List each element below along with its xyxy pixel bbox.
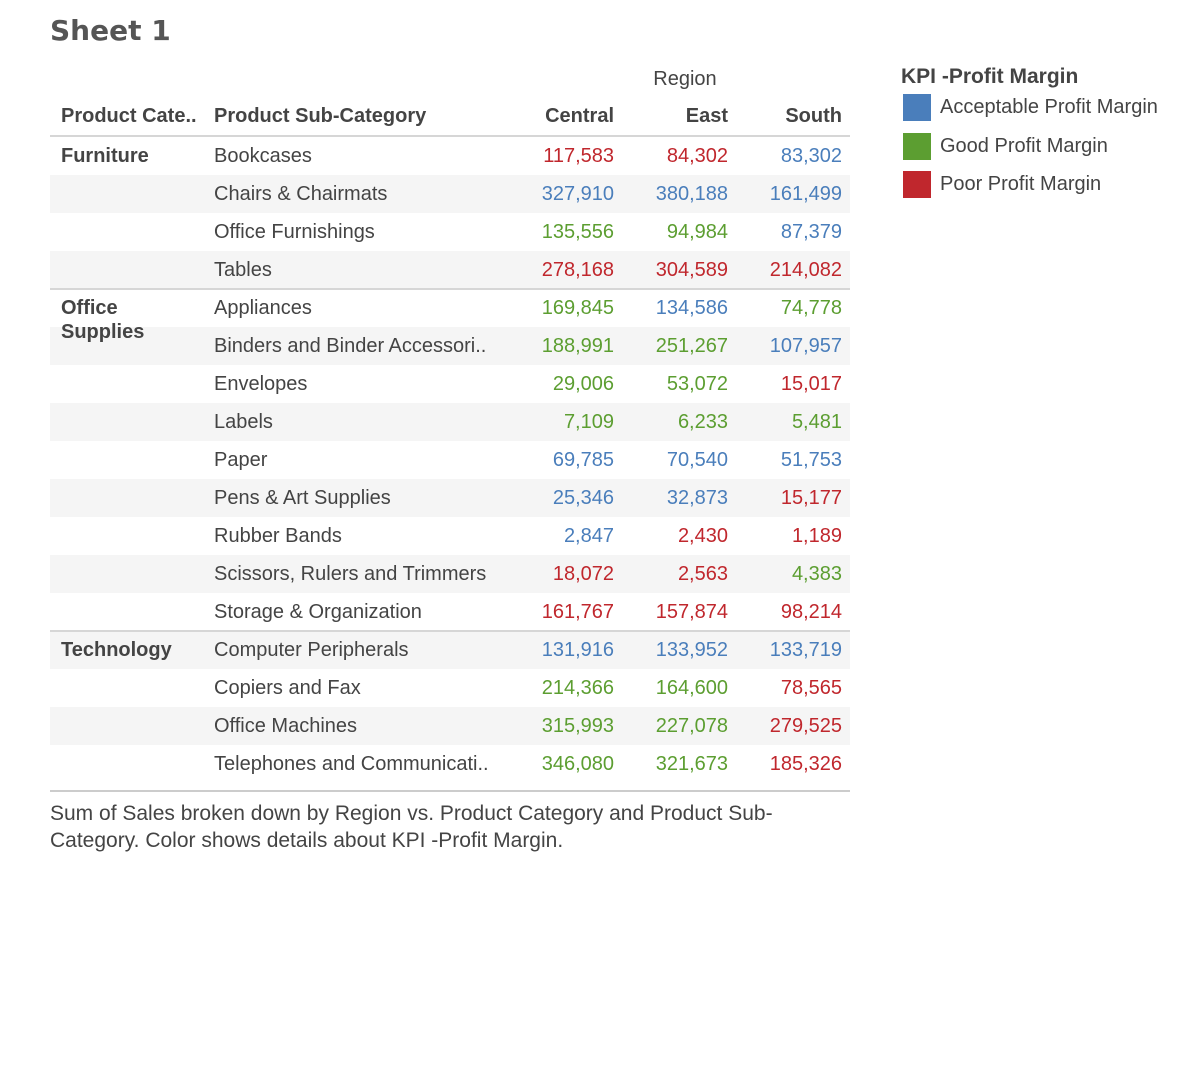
sales-value-east[interactable]: 304,589: [655, 259, 728, 281]
table-bottom-rule: [50, 790, 850, 792]
subcategory-label[interactable]: Bookcases: [214, 145, 312, 167]
sales-value-east[interactable]: 53,072: [666, 373, 728, 395]
sales-value-east[interactable]: 70,540: [666, 449, 728, 471]
sales-value-south[interactable]: 1,189: [791, 525, 842, 547]
region-header-south[interactable]: South: [785, 105, 842, 127]
row-band: [50, 555, 850, 593]
sales-value-central[interactable]: 188,991: [541, 335, 614, 357]
sales-value-east[interactable]: 133,952: [655, 639, 728, 661]
sales-value-central[interactable]: 327,910: [541, 183, 614, 205]
sales-value-central[interactable]: 29,006: [552, 373, 614, 395]
subcategory-label[interactable]: Scissors, Rulers and Trimmers: [214, 563, 487, 585]
row-band: [50, 403, 850, 441]
sales-value-central[interactable]: 315,993: [541, 715, 614, 737]
region-column-group-header: Region: [653, 68, 717, 90]
row-band: [50, 479, 850, 517]
sales-value-south[interactable]: 133,719: [769, 639, 842, 661]
sales-value-east[interactable]: 32,873: [666, 487, 728, 509]
row-band: [50, 175, 850, 213]
subcategory-label[interactable]: Storage & Organization: [214, 601, 422, 623]
subcategory-label[interactable]: Envelopes: [214, 373, 308, 395]
sales-value-south[interactable]: 214,082: [769, 259, 842, 281]
sales-value-south[interactable]: 87,379: [780, 221, 842, 243]
sales-value-central[interactable]: 7,109: [563, 411, 614, 433]
subcategory-label[interactable]: Binders and Binder Accessori..: [214, 335, 487, 357]
row-band: [50, 327, 850, 365]
subcategory-label[interactable]: Paper: [214, 449, 268, 471]
legend-swatch-acceptable: [903, 94, 931, 121]
category-divider: [50, 288, 850, 290]
sales-value-east[interactable]: 6,233: [677, 411, 728, 433]
sheet-title: Sheet 1: [50, 14, 171, 47]
sales-value-central[interactable]: 161,767: [541, 601, 614, 623]
subcategory-label[interactable]: Chairs & Chairmats: [214, 183, 388, 205]
sales-value-south[interactable]: 98,214: [780, 601, 842, 623]
sales-value-south[interactable]: 5,481: [791, 411, 842, 433]
sales-value-central[interactable]: 18,072: [552, 563, 614, 585]
sales-value-central[interactable]: 278,168: [541, 259, 614, 281]
sales-value-central[interactable]: 214,366: [541, 677, 614, 699]
sales-value-central[interactable]: 131,916: [541, 639, 614, 661]
sales-value-east[interactable]: 157,874: [655, 601, 728, 623]
subcategory-label[interactable]: Labels: [214, 411, 273, 433]
legend-title: KPI -Profit Margin: [901, 65, 1079, 88]
subcategory-label[interactable]: Telephones and Communicati..: [214, 753, 489, 775]
sales-value-south[interactable]: 4,383: [791, 563, 842, 585]
sales-value-east[interactable]: 321,673: [655, 753, 728, 775]
subcategory-label[interactable]: Computer Peripherals: [214, 639, 409, 661]
region-header-central[interactable]: Central: [545, 105, 614, 127]
subcategory-label[interactable]: Office Machines: [214, 715, 358, 737]
subcategory-label[interactable]: Tables: [214, 259, 272, 281]
product-subcategory-header[interactable]: Product Sub-Category: [214, 105, 427, 127]
sales-value-east[interactable]: 94,984: [666, 221, 728, 243]
category-divider: [50, 630, 850, 632]
category-label[interactable]: Office Supplies: [61, 297, 145, 343]
sales-value-east[interactable]: 2,430: [677, 525, 728, 547]
sales-value-east[interactable]: 84,302: [666, 145, 728, 167]
product-category-header[interactable]: Product Cate..: [61, 105, 197, 127]
sales-value-east[interactable]: 134,586: [655, 297, 728, 319]
sales-value-south[interactable]: 161,499: [769, 183, 842, 205]
subcategory-label[interactable]: Pens & Art Supplies: [214, 487, 391, 509]
region-header-east[interactable]: East: [685, 105, 728, 127]
sales-value-central[interactable]: 135,556: [541, 221, 614, 243]
sales-value-south[interactable]: 74,778: [780, 297, 842, 319]
sales-value-south[interactable]: 78,565: [780, 677, 842, 699]
row-band: [50, 707, 850, 745]
header-divider: [50, 135, 850, 137]
sales-value-central[interactable]: 346,080: [541, 753, 614, 775]
sales-value-south[interactable]: 15,017: [780, 373, 842, 395]
sales-value-east[interactable]: 380,188: [655, 183, 728, 205]
sales-value-south[interactable]: 279,525: [769, 715, 842, 737]
sales-value-central[interactable]: 2,847: [563, 525, 614, 547]
row-band: [50, 251, 850, 289]
sales-value-east[interactable]: 164,600: [655, 677, 728, 699]
sales-value-central[interactable]: 169,845: [541, 297, 614, 319]
legend-label-good: Good Profit Margin: [940, 135, 1108, 157]
category-label[interactable]: Furniture: [61, 145, 149, 167]
subcategory-label[interactable]: Office Furnishings: [214, 221, 375, 243]
sales-value-south[interactable]: 185,326: [769, 753, 842, 775]
sales-value-east[interactable]: 2,563: [677, 563, 728, 585]
sheet-caption: Sum of Sales broken down by Region vs. P…: [50, 802, 773, 852]
sales-value-south[interactable]: 51,753: [780, 449, 842, 471]
row-band: [50, 631, 850, 669]
legend-swatch-poor: [903, 171, 931, 198]
category-label[interactable]: Technology: [61, 639, 172, 661]
sales-value-south[interactable]: 107,957: [769, 335, 842, 357]
sales-value-south[interactable]: 83,302: [780, 145, 842, 167]
subcategory-label[interactable]: Appliances: [214, 297, 312, 319]
sales-value-south[interactable]: 15,177: [780, 487, 842, 509]
sales-value-central[interactable]: 69,785: [552, 449, 614, 471]
sales-value-central[interactable]: 117,583: [543, 145, 614, 167]
sales-value-east[interactable]: 227,078: [655, 715, 728, 737]
legend-swatch-good: [903, 133, 931, 160]
legend-label-poor: Poor Profit Margin: [940, 173, 1102, 195]
subcategory-label[interactable]: Rubber Bands: [214, 525, 342, 547]
legend-label-acceptable: Acceptable Profit Margin: [940, 96, 1158, 118]
sales-value-central[interactable]: 25,346: [552, 487, 614, 509]
subcategory-label[interactable]: Copiers and Fax: [214, 677, 361, 699]
sales-value-east[interactable]: 251,267: [655, 335, 728, 357]
